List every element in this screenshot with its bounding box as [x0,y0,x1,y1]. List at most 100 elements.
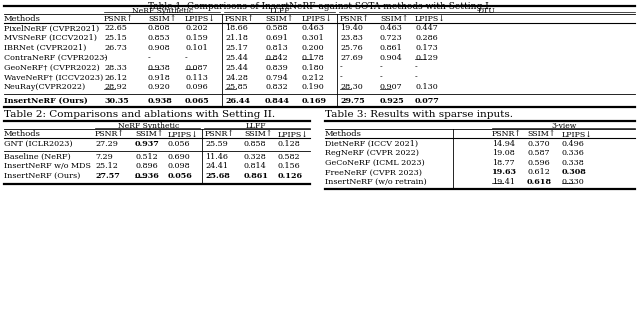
Text: FreeNeRF (CVPR 2023): FreeNeRF (CVPR 2023) [325,168,422,176]
Text: 0.178: 0.178 [302,54,324,62]
Text: 0.904: 0.904 [380,54,403,62]
Text: SSIM↑: SSIM↑ [265,15,293,23]
Text: 0.861: 0.861 [244,172,269,180]
Text: 0.861: 0.861 [380,44,403,52]
Text: ContraNeRF (CVPR2023): ContraNeRF (CVPR2023) [4,54,108,62]
Text: Methods: Methods [4,15,41,23]
Text: Methods: Methods [4,130,41,138]
Text: 14.94: 14.94 [492,140,515,148]
Text: 25.59: 25.59 [205,140,228,148]
Text: 0.096: 0.096 [185,83,208,91]
Text: SSIM↑: SSIM↑ [135,130,163,138]
Text: 0.618: 0.618 [527,178,552,186]
Text: LLFF: LLFF [269,7,290,15]
Text: Table 2: Comparisons and ablations with Setting II.: Table 2: Comparisons and ablations with … [4,110,275,119]
Text: 0.463: 0.463 [302,24,325,32]
Text: 0.723: 0.723 [380,34,403,42]
Text: 0.447: 0.447 [415,24,438,32]
Text: DietNeRF (ICCV 2021): DietNeRF (ICCV 2021) [325,140,418,148]
Text: 0.087: 0.087 [185,64,207,72]
Text: LPIPS↓: LPIPS↓ [415,15,446,23]
Text: NeRF Synthetic: NeRF Synthetic [132,7,194,15]
Text: 0.512: 0.512 [135,153,157,161]
Text: 0.842: 0.842 [265,54,288,62]
Text: -: - [340,64,343,72]
Text: 0.286: 0.286 [415,34,438,42]
Text: Baseline (NeRF): Baseline (NeRF) [4,153,71,161]
Text: 11.46: 11.46 [205,153,228,161]
Text: PSNR↑: PSNR↑ [492,130,522,138]
Text: 0.938: 0.938 [148,97,173,105]
Text: 0.690: 0.690 [168,153,191,161]
Text: SSIM↑: SSIM↑ [148,15,177,23]
Text: 0.612: 0.612 [527,168,550,176]
Text: 0.130: 0.130 [415,83,438,91]
Text: 0.056: 0.056 [168,172,193,180]
Text: 0.496: 0.496 [562,140,585,148]
Text: 0.814: 0.814 [244,163,267,170]
Text: GNT (ICLR2023): GNT (ICLR2023) [4,140,72,148]
Text: 26.73: 26.73 [104,44,127,52]
Text: 0.330: 0.330 [562,178,585,186]
Text: 0.370: 0.370 [527,140,550,148]
Text: 29.75: 29.75 [340,97,365,105]
Text: 27.29: 27.29 [95,140,118,148]
Text: 19.63: 19.63 [492,168,517,176]
Text: 0.113: 0.113 [185,74,208,82]
Text: -: - [185,54,188,62]
Text: RegNeRF (CVPR 2022): RegNeRF (CVPR 2022) [325,149,419,157]
Text: IBRNet (CVPR2021): IBRNet (CVPR2021) [4,44,86,52]
Text: 0.907: 0.907 [380,83,403,91]
Text: 0.588: 0.588 [265,24,287,32]
Text: 18.66: 18.66 [225,24,248,32]
Text: 25.12: 25.12 [95,163,118,170]
Text: 0.173: 0.173 [415,44,438,52]
Text: 28.33: 28.33 [104,64,127,72]
Text: -: - [415,74,418,82]
Text: 25.17: 25.17 [225,44,248,52]
Text: 0.212: 0.212 [302,74,325,82]
Text: NeuRay(CVPR2022): NeuRay(CVPR2022) [4,83,86,91]
Text: 0.126: 0.126 [278,172,303,180]
Text: 24.41: 24.41 [205,163,228,170]
Text: InsertNeRF w/o MDS: InsertNeRF w/o MDS [4,163,91,170]
Text: PSNR↑: PSNR↑ [205,130,235,138]
Text: NeRF Synthetic: NeRF Synthetic [118,122,179,130]
Text: 22.65: 22.65 [104,24,127,32]
Text: 0.180: 0.180 [302,64,324,72]
Text: DTU: DTU [477,7,495,15]
Text: 0.463: 0.463 [380,24,403,32]
Text: 25.76: 25.76 [340,44,363,52]
Text: 0.813: 0.813 [265,44,288,52]
Text: 21.18: 21.18 [225,34,248,42]
Text: PSNR↑: PSNR↑ [340,15,370,23]
Text: InsertNeRF (Ours): InsertNeRF (Ours) [4,97,88,105]
Text: 0.128: 0.128 [278,140,301,148]
Text: 0.858: 0.858 [244,140,266,148]
Text: GeoNeRF† (CVPR2022): GeoNeRF† (CVPR2022) [4,64,100,72]
Text: 0.920: 0.920 [148,83,171,91]
Text: 26.44: 26.44 [225,97,250,105]
Text: 0.691: 0.691 [265,34,288,42]
Text: 0.077: 0.077 [415,97,440,105]
Text: 26.12: 26.12 [104,74,127,82]
Text: 0.925: 0.925 [380,97,404,105]
Text: 30.35: 30.35 [104,97,129,105]
Text: LPIPS↓: LPIPS↓ [185,15,216,23]
Text: LPIPS↓: LPIPS↓ [562,130,593,138]
Text: 28.30: 28.30 [340,83,363,91]
Text: Table 1: Comparisons of InsertNeRF against SOTA methods with Setting I.: Table 1: Comparisons of InsertNeRF again… [148,2,492,11]
Text: 0.308: 0.308 [562,168,587,176]
Text: SSIM↑: SSIM↑ [244,130,273,138]
Text: 0.582: 0.582 [278,153,301,161]
Text: 0.169: 0.169 [302,97,327,105]
Text: 0.129: 0.129 [415,54,438,62]
Text: 24.28: 24.28 [225,74,248,82]
Text: -: - [380,64,383,72]
Text: 0.338: 0.338 [562,159,585,167]
Text: 0.936: 0.936 [135,172,160,180]
Text: 3-view: 3-view [551,122,576,130]
Text: -: - [148,54,151,62]
Text: 0.938: 0.938 [148,64,171,72]
Text: 19.41: 19.41 [492,178,515,186]
